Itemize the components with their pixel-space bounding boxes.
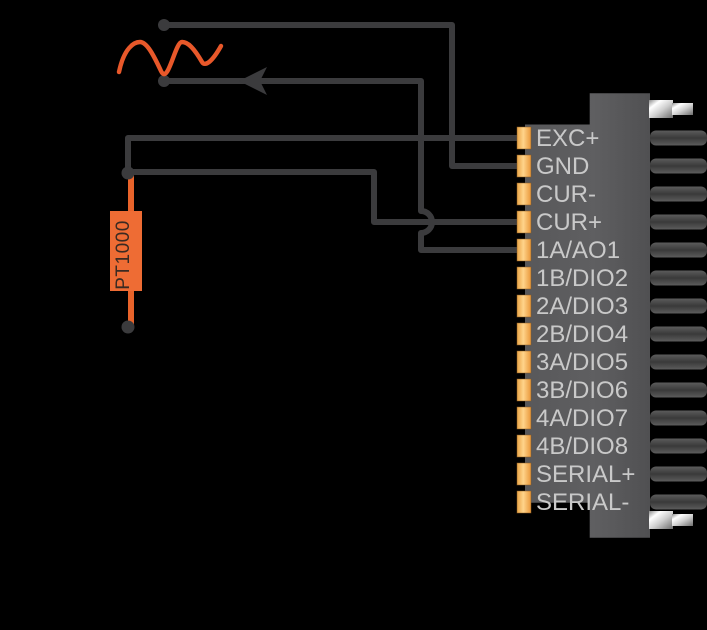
- svg-text:3B/DIO6: 3B/DIO6: [536, 377, 628, 404]
- svg-text:2B/DIO4: 2B/DIO4: [536, 321, 628, 348]
- svg-text:CUR+: CUR+: [536, 209, 602, 236]
- svg-text:SERIAL-: SERIAL-: [536, 489, 629, 516]
- svg-text:4A/DIO7: 4A/DIO7: [536, 405, 628, 432]
- svg-text:1A/AO1: 1A/AO1: [536, 237, 620, 264]
- svg-text:EXC+: EXC+: [536, 125, 599, 152]
- svg-text:CUR-: CUR-: [536, 181, 596, 208]
- svg-text:GND: GND: [536, 153, 589, 180]
- svg-text:4B/DIO8: 4B/DIO8: [536, 433, 628, 460]
- svg-text:PT1000: PT1000: [113, 220, 134, 290]
- svg-text:1B/DIO2: 1B/DIO2: [536, 265, 628, 292]
- svg-text:SERIAL+: SERIAL+: [536, 461, 635, 488]
- svg-text:2A/DIO3: 2A/DIO3: [536, 293, 628, 320]
- svg-text:3A/DIO5: 3A/DIO5: [536, 349, 628, 376]
